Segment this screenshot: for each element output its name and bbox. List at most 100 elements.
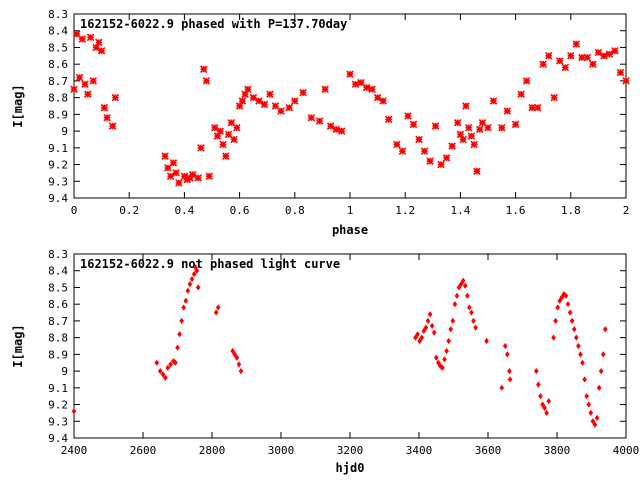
phased-x-tick-label: 1	[347, 204, 354, 217]
unphased-data-point	[194, 267, 200, 274]
phased-data-point	[194, 174, 202, 182]
phased-data-point	[244, 85, 252, 94]
phased-data-point	[81, 80, 89, 89]
phased-data-point	[307, 113, 316, 122]
phased-data-point	[111, 93, 120, 102]
phased-data-point	[224, 130, 233, 139]
phased-data-point	[522, 77, 531, 85]
phased-data-point	[517, 90, 525, 99]
unphased-data-point	[592, 421, 598, 428]
unphased-x-tick-label: 3200	[337, 444, 364, 457]
phased-data-point	[164, 164, 172, 172]
phased-data-point	[616, 68, 625, 77]
unphased-data-point	[171, 357, 176, 365]
phased-data-point	[379, 97, 387, 105]
unphased-data-point	[179, 317, 184, 325]
phased-data-point	[351, 80, 360, 89]
unphased-data-point	[165, 364, 171, 371]
phased-data-point	[362, 83, 371, 92]
phased-data-point	[260, 100, 269, 109]
phased-data-point	[108, 122, 117, 130]
unphased-data-point	[460, 277, 466, 284]
unphased-data-point	[464, 292, 470, 299]
phased-data-point	[285, 103, 294, 112]
unphased-data-point	[533, 367, 539, 375]
phased-data-point	[222, 152, 230, 160]
phased-y-tick-label: 8.4	[48, 25, 68, 38]
phased-data-point	[216, 127, 225, 135]
phased-data-point	[321, 85, 329, 94]
phased-data-point	[166, 172, 175, 181]
phased-data-point	[561, 63, 570, 72]
unphased-data-point	[557, 297, 563, 304]
phased-data-point	[453, 118, 462, 127]
phased-data-point	[594, 48, 603, 57]
unphased-data-point	[573, 334, 579, 341]
unphased-plot-frame	[73, 253, 627, 439]
unphased-data-point	[232, 351, 238, 358]
unphased-data-point	[484, 337, 489, 345]
unphased-data-point	[168, 361, 173, 368]
phased-data-point	[86, 33, 95, 42]
phased-y-tick-label: 8.8	[48, 92, 68, 105]
unphased-data-point	[177, 331, 182, 338]
phased-data-point	[210, 123, 219, 132]
phased-data-point	[498, 123, 506, 132]
phased-data-point	[611, 47, 619, 55]
unphased-data-point	[425, 317, 431, 325]
phased-data-point	[420, 147, 429, 155]
unphased-y-tick-label: 8.7	[48, 315, 68, 328]
unphased-data-point	[154, 359, 160, 366]
unphased-data-point	[584, 393, 589, 400]
unphased-data-point	[580, 359, 585, 366]
phased-data-point	[415, 135, 423, 144]
phased-data-point	[213, 132, 222, 140]
phased-data-point	[583, 53, 592, 62]
unphased-data-point	[469, 309, 474, 316]
unphased-data-point	[438, 362, 443, 370]
unphased-data-point	[536, 381, 541, 388]
phased-data-point	[567, 52, 575, 60]
phased-data-point	[393, 140, 401, 149]
phased-data-point	[462, 102, 470, 110]
phased-x-tick-label: 1.4	[450, 204, 470, 217]
phased-y-tick-label: 8.6	[48, 58, 68, 71]
unphased-data-point	[238, 367, 244, 375]
phased-data-point	[539, 60, 547, 68]
unphased-data-point	[230, 347, 236, 355]
phased-data-point	[70, 85, 78, 94]
unphased-data-point	[435, 359, 441, 366]
unphased-data-point	[213, 309, 219, 316]
phased-data-point	[75, 73, 84, 82]
phased-data-point	[337, 127, 346, 135]
phased-data-point	[467, 132, 476, 140]
unphased-data-point	[185, 287, 191, 294]
phased-y-tick-label: 9.3	[48, 175, 68, 188]
phased-data-point	[622, 77, 630, 85]
unphased-data-point	[565, 301, 571, 308]
phased-x-tick-label: 1.8	[561, 204, 581, 217]
phased-data-point	[299, 88, 307, 97]
unphased-data-point	[594, 414, 600, 422]
phased-data-point	[478, 118, 487, 127]
unphased-data-point	[590, 418, 596, 425]
unphased-data-point	[600, 351, 606, 358]
phased-y-tick-label: 9.1	[48, 142, 68, 155]
unphased-y-tick-label: 8.6	[48, 298, 68, 311]
unphased-data-point	[569, 317, 575, 325]
phased-data-point	[255, 97, 263, 105]
phased-data-point	[357, 78, 365, 87]
unphased-data-point	[191, 270, 197, 278]
unphased-x-tick-label: 3400	[406, 444, 433, 457]
phased-data-point	[503, 107, 512, 115]
unphased-data-point	[546, 398, 552, 405]
phased-x-axis-label: phase	[332, 223, 368, 237]
phased-x-tick-label: 0.4	[174, 204, 194, 217]
phased-x-tick-label: 1.6	[506, 204, 526, 217]
unphased-y-tick-label: 8.3	[48, 248, 68, 261]
unphased-data-point	[454, 292, 460, 299]
unphased-data-point	[183, 297, 189, 304]
unphased-data-point	[421, 327, 427, 335]
